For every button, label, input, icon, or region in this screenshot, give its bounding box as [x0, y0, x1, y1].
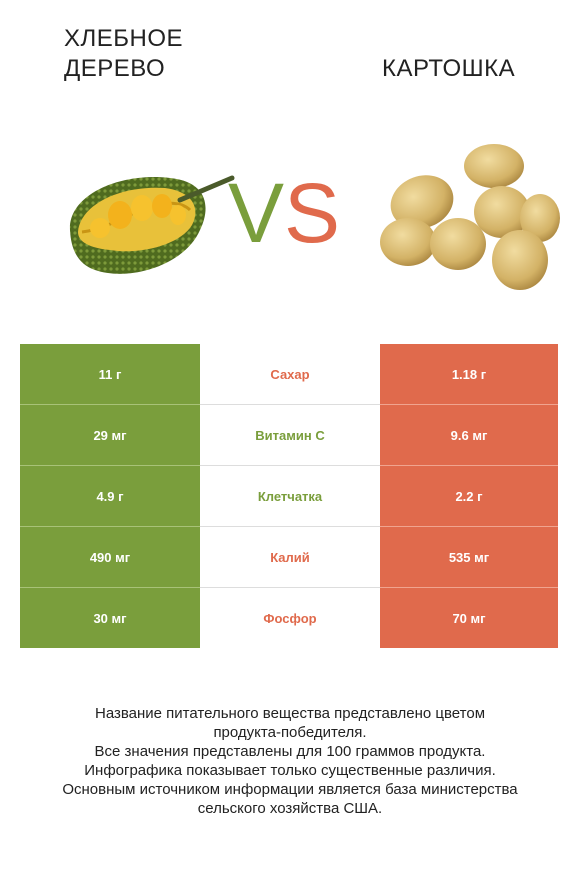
table-row: 4.9 г Клетчатка 2.2 г	[20, 465, 558, 527]
left-food-title: ХЛЕБНОЕ ДЕРЕВО	[64, 24, 183, 84]
left-value: 490 мг	[20, 526, 200, 588]
footer-line: Инфографика показывает только существенн…	[84, 762, 496, 779]
jackfruit-image	[69, 175, 235, 274]
right-value: 2.2 г	[380, 465, 558, 527]
left-value: 29 мг	[20, 404, 200, 466]
footer-line: Основным источником информации является …	[62, 781, 518, 798]
table-row: 29 мг Витамин C 9.6 мг	[20, 404, 558, 466]
left-value: 30 мг	[20, 587, 200, 648]
footer-line: Название питательного вещества представл…	[94, 705, 486, 722]
nutrient-name: Клетчатка	[200, 465, 380, 527]
nutrient-name: Витамин C	[200, 404, 380, 466]
right-value: 70 мг	[380, 587, 558, 648]
left-food-title-line2: ДЕРЕВО	[64, 55, 166, 82]
table-row: 11 г Сахар 1.18 г	[20, 344, 558, 405]
comparison-table: 11 г Сахар 1.18 г 29 мг Витамин C 9.6 мг…	[20, 344, 558, 648]
nutrient-name: Фосфор	[200, 587, 380, 648]
right-value: 1.18 г	[380, 344, 558, 405]
table-row: 30 мг Фосфор 70 мг	[20, 587, 558, 648]
footer-line: продукта-победителя.	[213, 724, 367, 741]
potatoes-image	[380, 144, 560, 290]
nutrient-name: Сахар	[200, 344, 380, 405]
nutrient-name: Калий	[200, 526, 380, 588]
footer-note: Название питательного вещества представл…	[20, 704, 560, 818]
left-value: 11 г	[20, 344, 200, 405]
left-food-title-line1: ХЛЕБНОЕ	[64, 25, 184, 52]
footer-line: сельского хозяйства США.	[197, 800, 383, 817]
versus-v: V	[228, 166, 285, 260]
footer-line: Все значения представлены для 100 граммо…	[94, 743, 486, 760]
right-value: 9.6 мг	[380, 404, 558, 466]
right-value: 535 мг	[380, 526, 558, 588]
left-value: 4.9 г	[20, 465, 200, 527]
right-food-title: КАРТОШКА	[382, 55, 516, 82]
versus-label: VS	[228, 163, 340, 263]
table-row: 490 мг Калий 535 мг	[20, 526, 558, 588]
versus-s: S	[284, 166, 341, 260]
